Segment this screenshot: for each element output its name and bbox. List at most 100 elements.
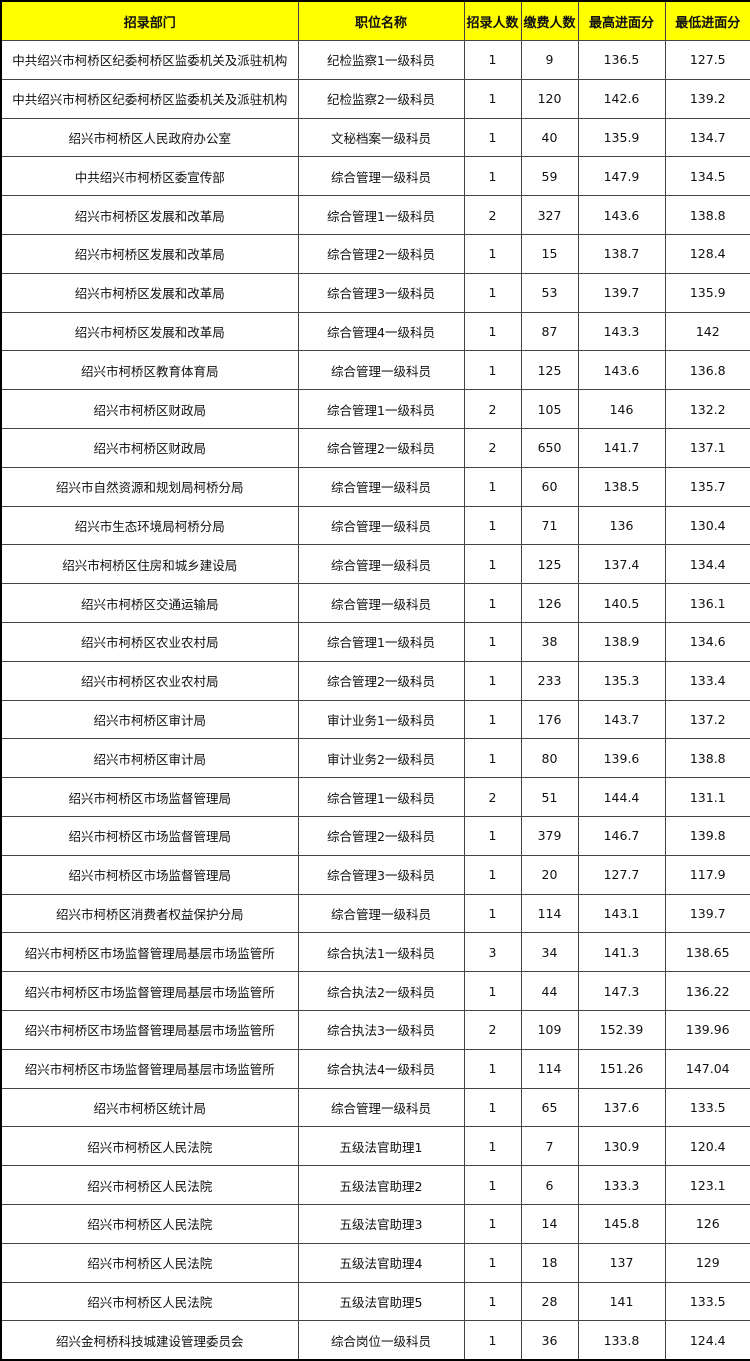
table-body: 中共绍兴市柯桥区纪委柯桥区监委机关及派驻机构 纪检监察1一级科员 1 9 136.5 12…	[0, 40, 750, 1361]
cell-hired-count: 1	[463, 854, 522, 895]
cell-min-score: 147.04	[664, 1048, 750, 1089]
cell-department: 绍兴市柯桥区消费者权益保护分局	[0, 893, 299, 934]
table-row: 绍兴市柯桥区财政局 综合管理1一级科员 2 105 146 132.2	[0, 389, 750, 429]
cell-hired-count: 1	[463, 893, 522, 934]
cell-max-score: 138.5	[577, 466, 666, 507]
cell-paid-count: 7	[520, 1126, 579, 1167]
cell-hired-count: 1	[463, 1203, 522, 1244]
cell-max-score: 143.6	[577, 350, 666, 391]
cell-department: 绍兴市柯桥区人民法院	[0, 1165, 299, 1205]
cell-min-score: 137.1	[664, 427, 750, 468]
cell-min-score: 138.8	[664, 195, 750, 235]
table-row: 绍兴市柯桥区市场监督管理局 综合管理3一级科员 1 20 127.7 117.9	[0, 854, 750, 895]
cell-hired-count: 1	[463, 699, 522, 740]
cell-position: 文秘档案一级科员	[297, 117, 465, 158]
cell-hired-count: 2	[463, 427, 522, 468]
cell-paid-count: 80	[520, 738, 579, 779]
cell-max-score: 145.8	[577, 1203, 666, 1244]
cell-position: 五级法官助理4	[297, 1242, 465, 1283]
cell-max-score: 146.7	[577, 815, 666, 856]
cell-min-score: 128.4	[664, 233, 750, 274]
cell-hired-count: 1	[463, 1126, 522, 1167]
cell-min-score: 130.4	[664, 505, 750, 546]
cell-position: 综合管理2一级科员	[297, 233, 465, 274]
table-row: 绍兴市柯桥区市场监督管理局基层市场监管所 综合执法2一级科员 1 44 147.3 136…	[0, 971, 750, 1011]
cell-paid-count: 53	[520, 272, 579, 313]
cell-max-score: 141	[577, 1281, 666, 1322]
column-header-max-score: 最高进面分	[577, 0, 666, 41]
table-row: 绍兴市柯桥区市场监督管理局 综合管理2一级科员 1 379 146.7 139.8	[0, 815, 750, 856]
table-row: 绍兴市柯桥区发展和改革局 综合管理4一级科员 1 87 143.3 142	[0, 311, 750, 352]
cell-department: 绍兴市柯桥区市场监督管理局基层市场监管所	[0, 1009, 299, 1050]
cell-max-score: 140.5	[577, 583, 666, 623]
table-row: 绍兴市柯桥区消费者权益保护分局 综合管理一级科员 1 114 143.1 139.7	[0, 893, 750, 934]
cell-min-score: 136.8	[664, 350, 750, 391]
table-row: 绍兴市柯桥区住房和城乡建设局 综合管理一级科员 1 125 137.4 134.4	[0, 544, 750, 585]
cell-hired-count: 1	[463, 1165, 522, 1205]
cell-department: 绍兴市柯桥区市场监督管理局基层市场监管所	[0, 932, 299, 973]
cell-max-score: 133.8	[577, 1320, 666, 1361]
cell-position: 审计业务2一级科员	[297, 738, 465, 779]
table-row: 绍兴市柯桥区市场监督管理局基层市场监管所 综合执法4一级科员 1 114 151.26 1…	[0, 1048, 750, 1089]
cell-min-score: 129	[664, 1242, 750, 1283]
cell-paid-count: 44	[520, 971, 579, 1011]
cell-paid-count: 114	[520, 893, 579, 934]
cell-max-score: 136	[577, 505, 666, 546]
cell-department: 绍兴市柯桥区发展和改革局	[0, 311, 299, 352]
cell-department: 中共绍兴市柯桥区委宣传部	[0, 156, 299, 197]
header-row: 招录部门 职位名称 招录人数 缴费人数 最高进面分 最低进面分	[0, 0, 750, 41]
cell-min-score: 139.8	[664, 815, 750, 856]
table-row: 中共绍兴市柯桥区纪委柯桥区监委机关及派驻机构 纪检监察2一级科员 1 120 142.6…	[0, 78, 750, 119]
cell-department: 绍兴市柯桥区发展和改革局	[0, 233, 299, 274]
cell-paid-count: 15	[520, 233, 579, 274]
cell-max-score: 152.39	[577, 1009, 666, 1050]
table-row: 绍兴市柯桥区发展和改革局 综合管理2一级科员 1 15 138.7 128.4	[0, 233, 750, 274]
cell-department: 绍兴市自然资源和规划局柯桥分局	[0, 466, 299, 507]
cell-hired-count: 1	[463, 1087, 522, 1128]
cell-position: 综合执法3一级科员	[297, 1009, 465, 1050]
cell-department: 绍兴市柯桥区财政局	[0, 389, 299, 429]
table-row: 绍兴市生态环境局柯桥分局 综合管理一级科员 1 71 136 130.4	[0, 505, 750, 546]
cell-hired-count: 1	[463, 971, 522, 1011]
cell-min-score: 126	[664, 1203, 750, 1244]
cell-paid-count: 6	[520, 1165, 579, 1205]
cell-max-score: 143.6	[577, 195, 666, 235]
cell-paid-count: 20	[520, 854, 579, 895]
cell-hired-count: 1	[463, 78, 522, 119]
cell-paid-count: 36	[520, 1320, 579, 1361]
cell-position: 五级法官助理2	[297, 1165, 465, 1205]
cell-hired-count: 1	[463, 350, 522, 391]
cell-min-score: 127.5	[664, 40, 750, 80]
cell-department: 绍兴金柯桥科技城建设管理委员会	[0, 1320, 299, 1361]
cell-hired-count: 1	[463, 583, 522, 623]
cell-min-score: 133.4	[664, 660, 750, 701]
cell-hired-count: 1	[463, 738, 522, 779]
cell-max-score: 133.3	[577, 1165, 666, 1205]
cell-department: 绍兴市柯桥区财政局	[0, 427, 299, 468]
cell-max-score: 144.4	[577, 777, 666, 817]
cell-department: 绍兴市柯桥区发展和改革局	[0, 195, 299, 235]
cell-hired-count: 1	[463, 466, 522, 507]
cell-hired-count: 1	[463, 40, 522, 80]
cell-paid-count: 34	[520, 932, 579, 973]
cell-hired-count: 2	[463, 777, 522, 817]
cell-min-score: 123.1	[664, 1165, 750, 1205]
cell-max-score: 147.9	[577, 156, 666, 197]
cell-paid-count: 14	[520, 1203, 579, 1244]
cell-paid-count: 87	[520, 311, 579, 352]
cell-position: 综合执法4一级科员	[297, 1048, 465, 1089]
cell-position: 五级法官助理3	[297, 1203, 465, 1244]
cell-position: 综合管理4一级科员	[297, 311, 465, 352]
cell-min-score: 133.5	[664, 1087, 750, 1128]
cell-department: 绍兴市柯桥区市场监督管理局基层市场监管所	[0, 971, 299, 1011]
cell-max-score: 135.3	[577, 660, 666, 701]
cell-department: 绍兴市柯桥区审计局	[0, 738, 299, 779]
table-row: 绍兴市自然资源和规划局柯桥分局 综合管理一级科员 1 60 138.5 135.7	[0, 466, 750, 507]
cell-hired-count: 2	[463, 389, 522, 429]
cell-min-score: 139.2	[664, 78, 750, 119]
cell-max-score: 141.7	[577, 427, 666, 468]
cell-min-score: 135.9	[664, 272, 750, 313]
cell-max-score: 138.7	[577, 233, 666, 274]
column-header-paid-count: 缴费人数	[520, 0, 579, 41]
cell-position: 综合执法2一级科员	[297, 971, 465, 1011]
